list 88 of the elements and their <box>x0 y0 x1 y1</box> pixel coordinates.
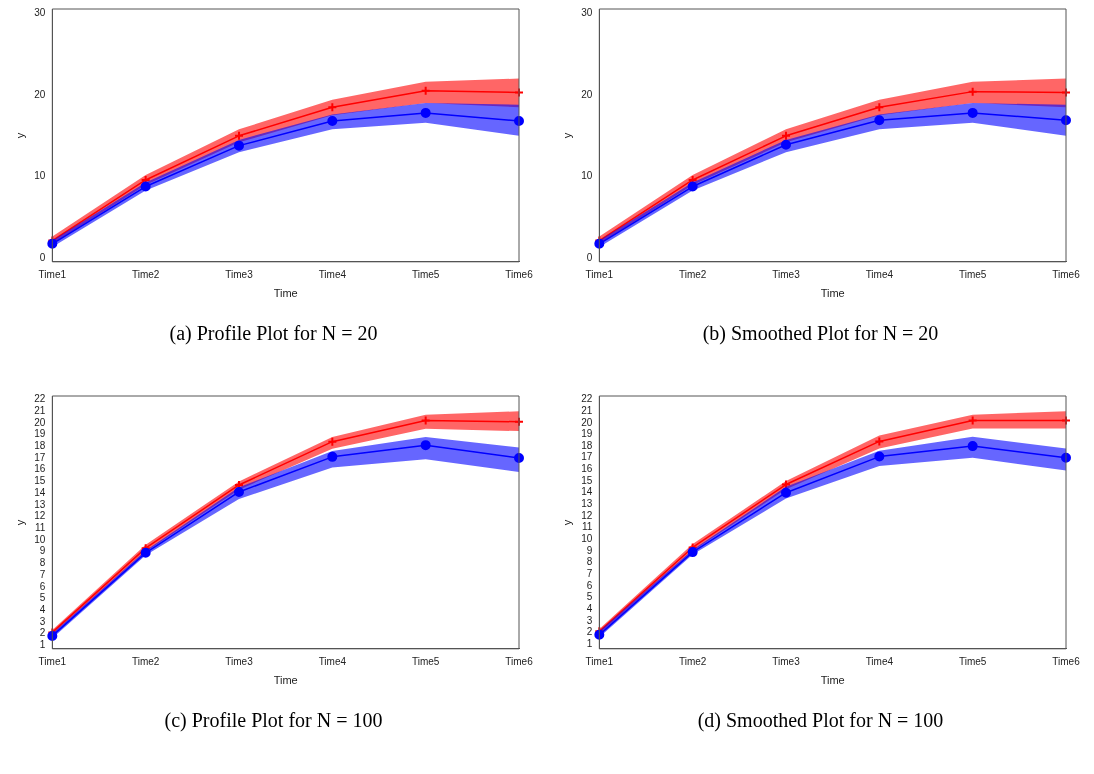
y-tick-label: 2 <box>586 626 593 638</box>
y-tick-label: 11 <box>34 522 46 533</box>
y-tick-label: 7 <box>39 568 46 580</box>
text: (a) Profile Plot for N = 20 <box>168 322 379 345</box>
text: (c) Profile Plot for N = 100 <box>163 709 384 732</box>
y-tick-label: 20 <box>34 416 46 428</box>
text: (b) Smoothed Plot for N = 20 <box>701 322 940 345</box>
y-tick-label: 9 <box>586 544 593 556</box>
y-tick-label: 16 <box>581 463 593 475</box>
y-tick-label: 0 <box>39 252 46 264</box>
y-tick-label: 13 <box>581 498 593 510</box>
y-tick-label: 16 <box>34 463 46 475</box>
y-axis-title: y <box>560 519 573 526</box>
y-tick-label: 5 <box>586 591 593 603</box>
y-tick-label: 18 <box>581 439 593 451</box>
y-tick-label: 19 <box>581 428 593 440</box>
x-tick-label: Time3 <box>225 268 254 280</box>
x-tick-label: Time4 <box>318 655 347 667</box>
y-tick-label: 8 <box>39 557 46 569</box>
y-tick-label: 19 <box>34 428 46 440</box>
y-tick-label: 15 <box>34 475 46 487</box>
x-axis-title: Time <box>273 287 298 300</box>
y-tick-label: 18 <box>34 440 46 452</box>
y-tick-label: 13 <box>34 498 46 510</box>
y-axis-title: y <box>560 132 573 139</box>
y-tick-label: 10 <box>581 533 593 545</box>
y-tick-label: 21 <box>34 404 46 416</box>
y-tick-label: 9 <box>39 545 46 557</box>
x-tick-label: Time5 <box>411 268 440 280</box>
x-tick-label: Time6 <box>505 655 534 667</box>
y-tick-label: 3 <box>39 615 46 627</box>
y-tick-label: 6 <box>586 579 593 591</box>
text: (d) Smoothed Plot for N = 100 <box>696 709 945 732</box>
y-tick-label: 0 <box>586 252 593 264</box>
y-tick-label: 3 <box>586 614 593 626</box>
y-tick-label: 12 <box>581 509 593 521</box>
y-tick-label: 14 <box>34 486 46 498</box>
x-tick-label: Time4 <box>865 655 894 667</box>
y-tick-label: 14 <box>581 486 593 498</box>
y-tick-label: 22 <box>34 393 46 405</box>
x-tick-label: Time5 <box>411 655 440 667</box>
y-tick-label: 4 <box>586 602 593 614</box>
y-tick-label: 4 <box>39 603 46 615</box>
x-tick-label: Time3 <box>225 655 254 667</box>
y-tick-label: 12 <box>34 510 46 522</box>
x-tick-label: Time6 <box>1052 268 1081 280</box>
x-tick-label: Time2 <box>678 655 707 667</box>
x-axis-title: Time <box>820 287 845 300</box>
y-tick-label: 30 <box>34 6 46 18</box>
y-tick-label: 1 <box>586 637 593 649</box>
y-tick-label: 8 <box>586 556 593 568</box>
y-tick-label: 10 <box>581 170 593 182</box>
y-tick-label: 17 <box>34 451 46 463</box>
x-tick-label: Time1 <box>585 655 614 667</box>
x-tick-label: Time1 <box>38 655 67 667</box>
x-tick-label: Time5 <box>958 268 987 280</box>
x-tick-label: Time3 <box>772 655 801 667</box>
y-tick-label: 15 <box>581 474 593 486</box>
y-tick-label: 7 <box>586 567 593 579</box>
x-axis-title: Time <box>273 674 298 687</box>
y-tick-label: 2 <box>39 627 46 639</box>
y-axis-title: y <box>13 519 26 526</box>
y-tick-label: 6 <box>39 580 46 592</box>
y-tick-label: 21 <box>581 404 593 416</box>
y-tick-label: 17 <box>581 451 593 463</box>
x-tick-label: Time5 <box>958 655 987 667</box>
y-tick-label: 20 <box>581 416 593 428</box>
y-tick-label: 11 <box>581 521 593 533</box>
y-tick-label: 5 <box>39 592 46 604</box>
x-tick-label: Time2 <box>678 268 707 280</box>
y-tick-label: 22 <box>581 393 593 405</box>
x-tick-label: Time2 <box>131 655 160 667</box>
x-tick-label: Time6 <box>1052 655 1081 667</box>
x-tick-label: Time2 <box>131 268 160 280</box>
y-tick-label: 20 <box>34 88 46 100</box>
x-tick-label: Time6 <box>505 268 534 280</box>
x-axis-title: Time <box>820 674 845 687</box>
x-tick-label: Time4 <box>865 268 894 280</box>
x-tick-label: Time4 <box>318 268 347 280</box>
x-tick-label: Time1 <box>585 268 614 280</box>
y-tick-label: 20 <box>581 88 593 100</box>
x-tick-label: Time1 <box>38 268 67 280</box>
y-tick-label: 10 <box>34 170 46 182</box>
y-tick-label: 1 <box>39 639 46 651</box>
y-tick-label: 10 <box>34 533 46 545</box>
y-axis-title: y <box>13 132 26 139</box>
y-tick-label: 30 <box>581 6 593 18</box>
x-tick-label: Time3 <box>772 268 801 280</box>
